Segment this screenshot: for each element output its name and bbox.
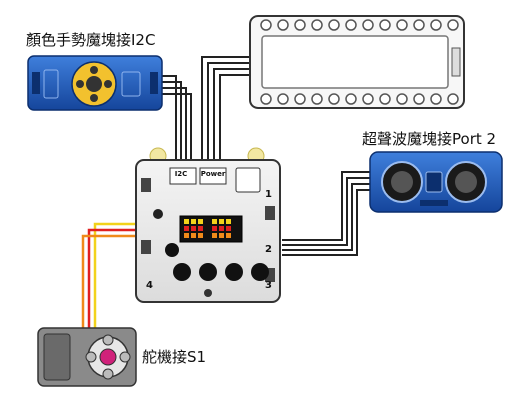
power-module-holes: [260, 19, 459, 105]
color-sensor-label: 顏色手勢魔塊接I2C: [26, 31, 156, 49]
port-2-label: 2: [265, 244, 272, 255]
main-board: I2C Power 1 2 3 4: [135, 147, 281, 303]
i2c-port-label: I2C: [175, 170, 188, 178]
power-module: [249, 15, 465, 109]
port-3-label: 3: [265, 280, 272, 291]
power-port-label: Power: [201, 170, 226, 178]
port-4-label: 4: [146, 280, 153, 291]
i2c-cable: [160, 75, 192, 168]
servo-label: 舵機接S1: [142, 348, 207, 366]
port-1-label: 1: [265, 189, 272, 200]
ultrasonic-label: 超聲波魔塊接Port 2: [362, 130, 497, 148]
power-cable: [201, 56, 250, 168]
ultrasonic-cable: [282, 171, 370, 256]
color-gesture-sensor: [27, 55, 163, 111]
servo-motor: [37, 327, 137, 387]
ultrasonic-sensor: [369, 151, 503, 213]
